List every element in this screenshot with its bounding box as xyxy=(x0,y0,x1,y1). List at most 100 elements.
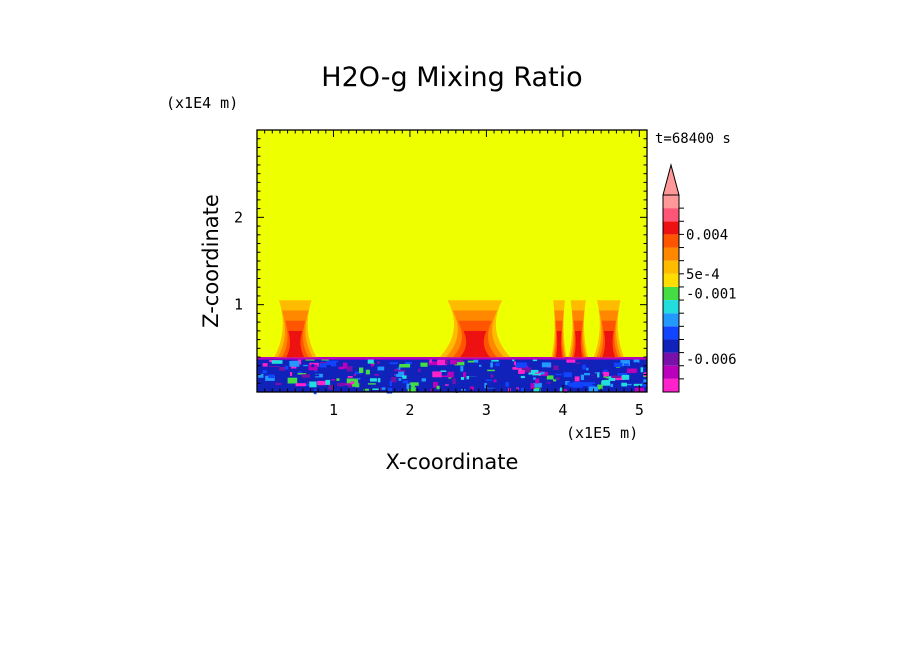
boundary-layer-cell xyxy=(280,382,287,386)
boundary-layer-cell xyxy=(638,378,643,381)
boundary-layer-cell xyxy=(559,387,563,393)
boundary-layer-cell xyxy=(584,373,590,376)
boundary-layer-cell xyxy=(469,376,480,381)
boundary-layer-cell xyxy=(521,367,531,373)
boundary-layer-cell xyxy=(602,371,609,377)
plume-layer xyxy=(574,331,583,358)
boundary-layer-cell xyxy=(271,360,283,364)
boundary-layer-cell xyxy=(265,375,275,381)
x-tick-label: 5 xyxy=(635,401,644,419)
boundary-layer-cell xyxy=(410,380,420,383)
boundary-layer-cell xyxy=(620,360,630,366)
boundary-layer-cell xyxy=(445,384,449,386)
boundary-layer-cell xyxy=(626,369,636,374)
colorbar-swatch xyxy=(663,273,679,287)
boundary-layer-cell xyxy=(513,361,516,366)
boundary-layer-cell xyxy=(346,378,357,385)
boundary-layer-cell xyxy=(353,374,357,376)
boundary-layer-cell xyxy=(491,372,497,377)
boundary-layer-cell xyxy=(567,381,570,386)
y-tick-label: 1 xyxy=(234,296,243,314)
boundary-layer-cell xyxy=(460,366,464,372)
boundary-layer-cell xyxy=(526,362,535,367)
boundary-layer-cell xyxy=(530,383,535,390)
boundary-layer-cell xyxy=(452,378,456,385)
boundary-layer-cell xyxy=(533,388,541,392)
boundary-layer-cell xyxy=(308,364,318,371)
boundary-layer-cell xyxy=(430,388,434,392)
colorbar-swatch xyxy=(663,313,679,327)
boundary-layer-cell xyxy=(610,383,614,388)
boundary-layer-cell xyxy=(512,359,515,362)
boundary-layer-cell xyxy=(321,359,329,361)
boundary-layer-cell xyxy=(455,389,458,393)
boundary-layer-cell xyxy=(317,380,326,386)
boundary-layer-cell xyxy=(617,373,628,377)
boundary-layer-cell xyxy=(440,370,447,372)
boundary-layer-cell xyxy=(597,384,603,390)
boundary-layer-cell xyxy=(370,388,380,390)
boundary-layer-cell xyxy=(335,375,340,377)
boundary-layer-cell xyxy=(592,384,596,386)
colorbar-label: 5e-4 xyxy=(686,267,720,283)
boundary-layer-cell xyxy=(420,362,428,367)
colorbar-frame xyxy=(662,194,680,393)
boundary-layer-cell xyxy=(495,362,500,367)
boundary-layer-cell xyxy=(258,373,264,378)
boundary-layer-cell xyxy=(303,364,308,367)
boundary-layer-cell xyxy=(624,363,629,366)
boundary-layer-cell xyxy=(391,377,397,383)
boundary-layer-cell xyxy=(582,382,591,387)
boundary-layer-cell xyxy=(389,362,398,365)
moisture-plume xyxy=(593,300,624,358)
boundary-layer-cell xyxy=(556,377,560,380)
boundary-layer-cell xyxy=(469,386,475,390)
boundary-layer-cell xyxy=(262,363,268,367)
boundary-layer-cell xyxy=(553,379,557,382)
boundary-layer-cell xyxy=(603,369,608,372)
colorbar-swatch xyxy=(663,300,679,314)
boundary-layer-cell xyxy=(614,362,623,368)
x-tick-label: 3 xyxy=(482,401,491,419)
boundary-layer-cell xyxy=(467,360,474,363)
boundary-layer-cell xyxy=(532,359,537,362)
boundary-layer-cell xyxy=(354,379,359,386)
boundary-layer-cell xyxy=(546,375,554,380)
boundary-layer-cell xyxy=(407,387,416,393)
boundary-layer-cell xyxy=(305,359,315,361)
boundary-layer-cell xyxy=(625,383,632,386)
boundary-layer-cell xyxy=(574,376,580,382)
boundary-layer-cell xyxy=(535,378,540,384)
boundary-layer-cell xyxy=(291,368,298,373)
time-label: t=68400 s xyxy=(655,131,731,147)
boundary-layer-cell xyxy=(450,360,458,365)
boundary-layer-cell xyxy=(575,362,581,364)
colorbar-swatch xyxy=(663,195,679,209)
boundary-layer-cell xyxy=(586,367,589,371)
colorbar-swatch xyxy=(663,260,679,274)
axis-ticks: 1 2 3 4 5 1 2 xyxy=(234,130,648,419)
boundary-layer-cell xyxy=(432,371,442,378)
boundary-layer-cell xyxy=(555,373,562,376)
boundary-layer-cell xyxy=(391,371,399,374)
boundary-layer-cell xyxy=(275,382,282,385)
boundary-layer-cell xyxy=(411,384,415,388)
boundary-layer-cell xyxy=(362,377,365,380)
boundary-layer-cell xyxy=(553,365,559,370)
boundary-layer-cell xyxy=(493,379,497,383)
boundary-layer-cell xyxy=(398,378,402,381)
boundary-layer-cell xyxy=(460,377,465,380)
x-scale-label: (x1E5 m) xyxy=(566,424,638,442)
boundary-layer-cell xyxy=(532,372,541,376)
boundary-layer-cell xyxy=(421,378,426,382)
y-axis-label: Z-coordinate xyxy=(199,194,223,328)
colorbar-swatch xyxy=(663,365,679,379)
boundary-layer-cell xyxy=(535,372,540,374)
boundary-layer-cell xyxy=(598,364,600,370)
boundary-layer-cell xyxy=(326,365,331,371)
boundary-layer-cell xyxy=(633,359,640,363)
boundary-layer-cell xyxy=(437,359,447,366)
boundary-layer-cell xyxy=(533,382,542,388)
moisture-plume xyxy=(568,300,588,358)
x-tick-label: 1 xyxy=(329,401,338,419)
